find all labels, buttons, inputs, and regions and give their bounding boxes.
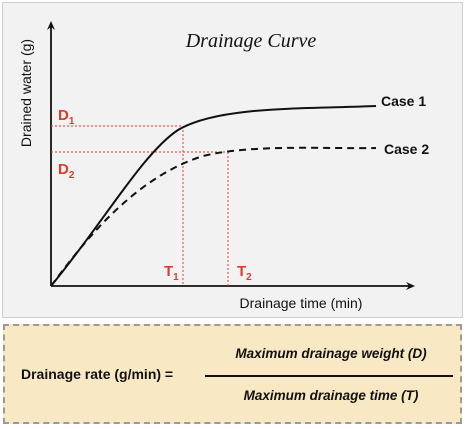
t1-label: T1 (164, 263, 179, 283)
guide-lines (51, 125, 229, 286)
case-1-curve (50, 105, 377, 287)
case-2-curve (50, 146, 377, 287)
formula-lhs: Drainage rate (g/min) = (21, 366, 174, 382)
case-2-label: Case 2 (384, 141, 429, 157)
d2-label: D2 (58, 161, 75, 181)
t2-label: T2 (237, 263, 252, 283)
diagram-title: Drainage Curve (185, 30, 317, 52)
drainage-curve-panel: Drainage Curve Drained water (g) Drainag… (2, 2, 463, 318)
d1-label: D1 (58, 107, 75, 127)
x-axis-label: Drainage time (min) (240, 295, 363, 311)
formula-denominator: Maximum drainage time (T) (243, 388, 419, 403)
formula-numerator: Maximum drainage weight (D) (235, 346, 427, 361)
fraction-bar (205, 375, 453, 377)
drainage-curve-diagram: Drainage Curve Drained water (g) Drainag… (18, 21, 429, 311)
y-axis-label: Drained water (g) (18, 39, 34, 147)
case-1-label: Case 1 (381, 93, 426, 109)
drainage-rate-formula-box: Drainage rate (g/min) = Maximum drainage… (3, 324, 462, 424)
